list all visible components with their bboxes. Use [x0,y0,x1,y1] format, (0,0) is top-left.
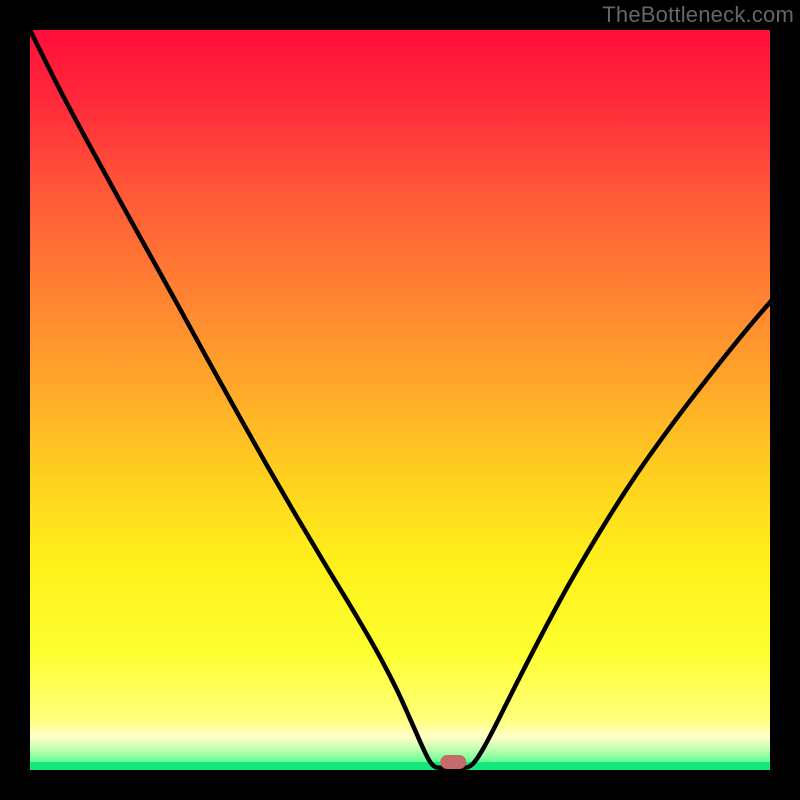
bottleneck-marker [440,755,466,769]
bottleneck-chart [0,0,800,800]
watermark-text: TheBottleneck.com [602,2,794,28]
green-band [30,762,770,770]
plot-area [30,30,770,770]
